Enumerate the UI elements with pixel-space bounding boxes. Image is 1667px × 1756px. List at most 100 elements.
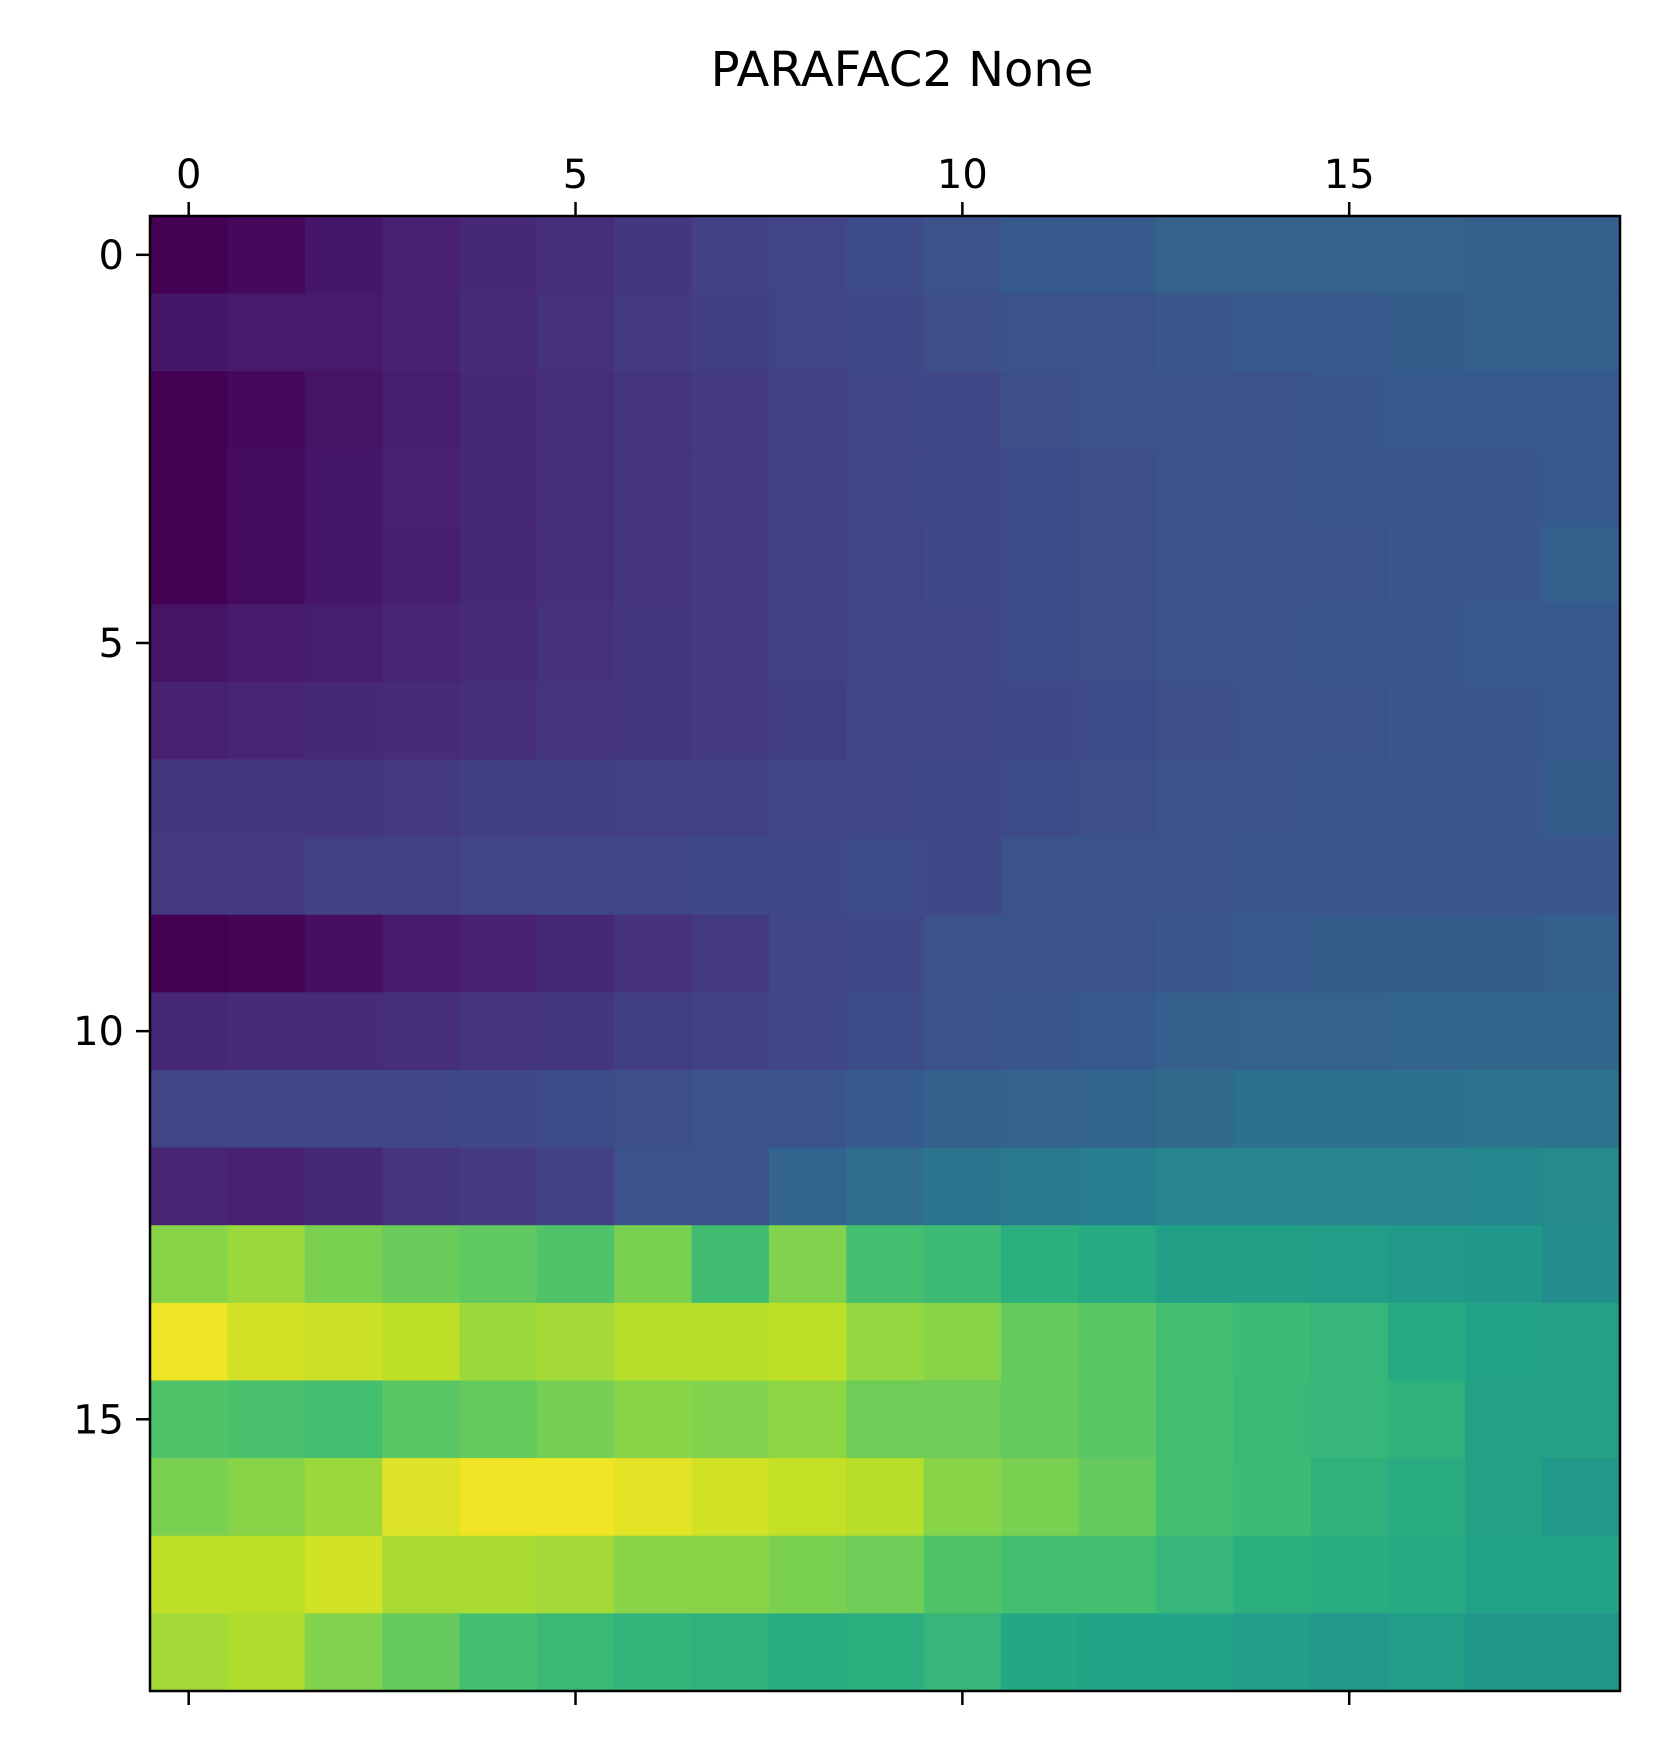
heatmap-cell — [1078, 1380, 1157, 1459]
heatmap-cell — [614, 759, 693, 838]
heatmap-cell — [227, 604, 306, 683]
heatmap-cell — [1542, 759, 1621, 838]
heatmap-cell — [1233, 216, 1312, 295]
x-tick-label: 10 — [937, 152, 988, 198]
heatmap-cell — [1078, 837, 1157, 916]
heatmap-cell — [846, 448, 925, 528]
heatmap-cell — [227, 1225, 306, 1304]
heatmap-cell — [1542, 914, 1621, 993]
heatmap-cell — [382, 992, 461, 1071]
heatmap-cell — [459, 992, 538, 1071]
heatmap-cells — [150, 216, 1621, 1692]
heatmap-cell — [1465, 759, 1544, 838]
heatmap-cell — [1465, 837, 1544, 916]
heatmap-cell — [536, 604, 615, 683]
heatmap-cell — [1155, 1380, 1234, 1459]
heatmap-cell — [614, 837, 693, 916]
heatmap-cell — [304, 1458, 383, 1537]
heatmap-cell — [1078, 216, 1157, 295]
heatmap-cell — [768, 1535, 847, 1614]
heatmap-cell — [382, 526, 461, 605]
heatmap-cell — [1465, 914, 1544, 993]
heatmap-cell — [150, 1613, 228, 1692]
heatmap-cell — [304, 1069, 383, 1149]
heatmap-cell — [304, 293, 383, 372]
heatmap-cell — [459, 837, 538, 916]
heatmap-cell — [1542, 1535, 1621, 1614]
heatmap-cell — [691, 1225, 770, 1304]
heatmap-cell — [1155, 293, 1234, 372]
heatmap-cell — [1078, 371, 1157, 450]
heatmap-cell — [382, 604, 461, 683]
heatmap-cell — [382, 1380, 461, 1459]
heatmap-cell — [382, 293, 461, 372]
heatmap-cell — [304, 1380, 383, 1459]
heatmap-cell — [768, 759, 847, 838]
heatmap-cell — [1542, 1302, 1621, 1382]
heatmap-cell — [1465, 992, 1544, 1071]
heatmap-cell — [846, 371, 925, 450]
heatmap-cell — [1078, 681, 1157, 761]
heatmap-cell — [1078, 1458, 1157, 1537]
heatmap-cell — [768, 837, 847, 916]
heatmap-cell — [150, 1147, 228, 1226]
heatmap-cell — [1078, 293, 1157, 372]
heatmap-cell — [691, 1302, 770, 1382]
heatmap-cell — [1233, 759, 1312, 838]
heatmap-cell — [1078, 1069, 1157, 1149]
heatmap-cell — [382, 681, 461, 761]
heatmap-cell — [1310, 1535, 1389, 1614]
heatmap-cell — [614, 1535, 693, 1614]
heatmap-cell — [846, 1225, 925, 1304]
heatmap-cell — [459, 1069, 538, 1149]
heatmap-cell — [536, 759, 615, 838]
heatmap-cell — [150, 371, 228, 450]
heatmap-cell — [1542, 448, 1621, 528]
heatmap-cell — [304, 371, 383, 450]
heatmap-cell — [536, 526, 615, 605]
heatmap-cell — [691, 1613, 770, 1692]
heatmap-cell — [1155, 448, 1234, 528]
heatmap-cell — [768, 604, 847, 683]
heatmap-cell — [768, 1147, 847, 1226]
heatmap-cell — [1387, 1225, 1466, 1304]
heatmap-cell — [1542, 992, 1621, 1071]
heatmap-cell — [1001, 837, 1080, 916]
heatmap-cell — [382, 216, 461, 295]
heatmap-cell — [1387, 293, 1466, 372]
heatmap-cell — [1001, 1302, 1080, 1382]
heatmap-cell — [382, 1225, 461, 1304]
heatmap-cell — [923, 1302, 1002, 1382]
heatmap-cell — [846, 1535, 925, 1614]
heatmap-cell — [614, 914, 693, 993]
heatmap-cell — [536, 1302, 615, 1382]
heatmap-cell — [1465, 448, 1544, 528]
heatmap-cell — [227, 1458, 306, 1537]
heatmap-cell — [1155, 1225, 1234, 1304]
heatmap-cell — [150, 1458, 228, 1537]
heatmap-cell — [1542, 1458, 1621, 1537]
heatmap-cell — [1233, 526, 1312, 605]
heatmap-cell — [923, 837, 1002, 916]
heatmap-cell — [1001, 1380, 1080, 1459]
y-tick-label: 0 — [99, 233, 124, 279]
heatmap-cell — [1310, 1225, 1389, 1304]
heatmap-cell — [846, 1380, 925, 1459]
heatmap-cell — [1078, 448, 1157, 528]
heatmap-cell — [227, 1535, 306, 1614]
heatmap-cell — [691, 1458, 770, 1537]
heatmap-cell — [691, 759, 770, 838]
heatmap-cell — [536, 216, 615, 295]
heatmap-cell — [1078, 604, 1157, 683]
heatmap-cell — [1465, 371, 1544, 450]
heatmap-cell — [536, 1380, 615, 1459]
heatmap-cell — [1465, 681, 1544, 761]
heatmap-cell — [923, 1613, 1002, 1692]
heatmap-cell — [1233, 1069, 1312, 1149]
heatmap-cell — [691, 1069, 770, 1149]
heatmap-cell — [150, 837, 228, 916]
heatmap-cell — [614, 1613, 693, 1692]
heatmap-cell — [1310, 448, 1389, 528]
heatmap-cell — [304, 1225, 383, 1304]
heatmap-cell — [691, 293, 770, 372]
